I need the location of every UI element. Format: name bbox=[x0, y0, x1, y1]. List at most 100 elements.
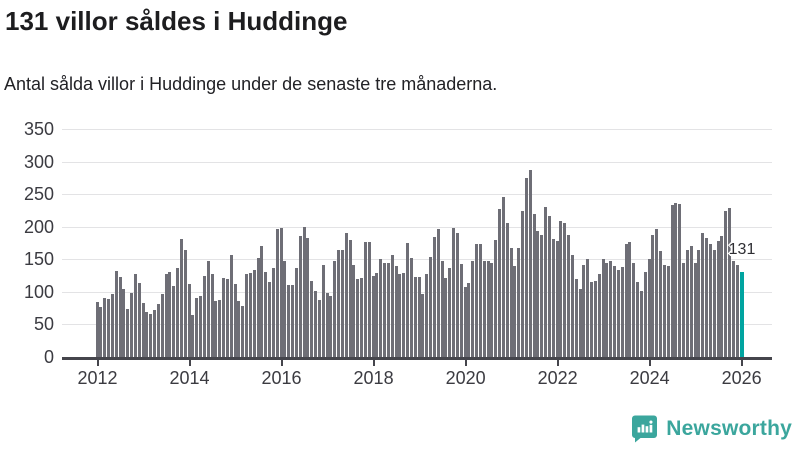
bar bbox=[287, 285, 291, 357]
bar bbox=[555, 241, 559, 357]
bar bbox=[179, 239, 183, 357]
x-axis-line bbox=[62, 357, 772, 360]
bar bbox=[210, 274, 214, 357]
newsworthy-wordmark: Newsworthy bbox=[666, 416, 792, 440]
bar bbox=[218, 300, 222, 357]
bar bbox=[268, 282, 272, 357]
bar bbox=[544, 207, 548, 357]
bar bbox=[398, 274, 402, 357]
bar bbox=[586, 259, 590, 357]
bar bbox=[314, 290, 318, 357]
bar bbox=[168, 272, 172, 357]
bar bbox=[578, 289, 582, 357]
bar bbox=[528, 170, 532, 357]
bar bbox=[172, 286, 176, 357]
bar bbox=[716, 241, 720, 357]
x-axis-tick bbox=[372, 359, 375, 366]
bar bbox=[417, 276, 421, 357]
bar bbox=[375, 272, 379, 357]
bar bbox=[176, 267, 180, 357]
x-axis-tick-label: 2018 bbox=[353, 368, 394, 388]
bar bbox=[628, 241, 632, 357]
bar bbox=[597, 274, 601, 357]
bar bbox=[712, 250, 716, 357]
x-axis-tick bbox=[648, 359, 651, 366]
bar bbox=[567, 235, 571, 357]
bar bbox=[448, 268, 452, 357]
bar bbox=[620, 267, 624, 357]
bar bbox=[659, 251, 663, 357]
x-axis-tick bbox=[96, 359, 99, 366]
bar bbox=[214, 300, 218, 357]
bar bbox=[459, 263, 463, 357]
bar bbox=[363, 241, 367, 357]
x-axis-tick-label: 2022 bbox=[537, 368, 578, 388]
bar bbox=[118, 276, 122, 357]
bar bbox=[275, 229, 279, 357]
bar bbox=[563, 223, 567, 357]
bar bbox=[486, 261, 490, 357]
bar bbox=[325, 293, 329, 357]
bar bbox=[582, 264, 586, 357]
bar bbox=[264, 271, 268, 357]
gridline bbox=[62, 291, 772, 293]
bar bbox=[114, 271, 118, 357]
bar bbox=[708, 244, 712, 357]
bar bbox=[490, 262, 494, 357]
x-axis-tick-label: 2020 bbox=[445, 368, 486, 388]
bar bbox=[593, 280, 597, 357]
bar bbox=[735, 264, 739, 357]
bar bbox=[260, 246, 264, 357]
bar bbox=[252, 270, 256, 357]
bar bbox=[452, 228, 456, 357]
bar bbox=[685, 250, 689, 357]
bar bbox=[498, 209, 502, 357]
bar bbox=[406, 243, 410, 357]
bar bbox=[570, 254, 574, 357]
bar bbox=[99, 306, 103, 357]
bar bbox=[386, 262, 390, 357]
bar bbox=[333, 261, 337, 357]
bar bbox=[624, 244, 628, 357]
bar bbox=[636, 282, 640, 357]
bar bbox=[697, 250, 701, 357]
y-axis-tick-label: 50 bbox=[33, 314, 54, 335]
bar bbox=[126, 309, 130, 357]
bar bbox=[639, 290, 643, 357]
bar bbox=[360, 277, 364, 357]
bar bbox=[536, 231, 540, 357]
bar bbox=[348, 240, 352, 357]
bar bbox=[149, 314, 153, 357]
bar bbox=[467, 282, 471, 357]
bar bbox=[95, 301, 99, 357]
bar bbox=[524, 177, 528, 357]
bar bbox=[501, 197, 505, 357]
bar bbox=[655, 229, 659, 357]
bar bbox=[532, 213, 536, 357]
bar bbox=[256, 257, 260, 357]
bar bbox=[682, 262, 686, 357]
bar bbox=[409, 257, 413, 357]
chart-title: 131 villor såldes i Huddinge bbox=[5, 6, 348, 36]
bar bbox=[517, 247, 521, 357]
bar bbox=[248, 272, 252, 357]
x-axis-tick-label: 2016 bbox=[261, 368, 302, 388]
bar bbox=[521, 211, 525, 357]
x-axis-tick-label: 2012 bbox=[77, 368, 118, 388]
bar bbox=[662, 264, 666, 357]
bar bbox=[130, 293, 133, 357]
newsworthy-logo: Newsworthy bbox=[631, 414, 792, 443]
bar-highlighted bbox=[739, 271, 744, 357]
bar bbox=[540, 235, 544, 357]
x-axis-tick bbox=[188, 359, 191, 366]
bar bbox=[356, 279, 360, 357]
bar bbox=[429, 257, 433, 357]
bar bbox=[344, 232, 348, 357]
bar bbox=[302, 227, 306, 357]
bar bbox=[513, 266, 517, 357]
gridline bbox=[62, 226, 772, 228]
bar bbox=[160, 293, 164, 357]
x-axis-tick-label: 2024 bbox=[629, 368, 670, 388]
